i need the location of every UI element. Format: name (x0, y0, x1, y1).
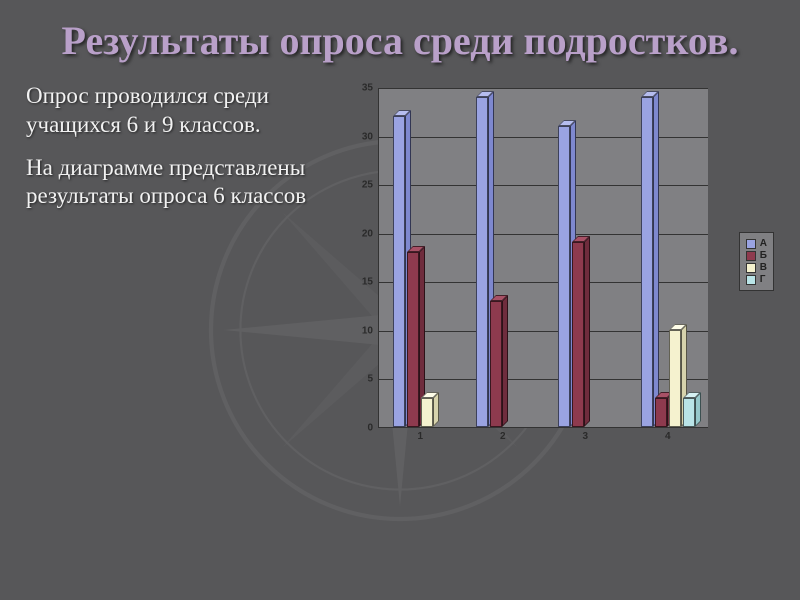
y-tick-label: 35 (362, 83, 379, 94)
legend-label: Б (760, 250, 767, 261)
y-tick-label: 15 (362, 277, 379, 288)
content-row: Опрос проводился среди учащихся 6 и 9 кл… (26, 82, 774, 462)
bar (641, 97, 653, 427)
legend-label: А (760, 238, 767, 249)
paragraph: На диаграмме представлены результаты опр… (26, 154, 336, 212)
bar-group (393, 116, 447, 427)
slide-title: Результаты опроса среди подростков. (26, 18, 774, 64)
legend-item: В (746, 262, 767, 273)
bar (558, 126, 570, 427)
legend-label: В (760, 262, 767, 273)
chart-plot: 051015202530351234 (378, 88, 708, 428)
bar (572, 242, 584, 427)
bar-group (641, 97, 695, 427)
y-tick-label: 20 (362, 228, 379, 239)
y-tick-label: 25 (362, 180, 379, 191)
chart-column: 051015202530351234 АБВГ (344, 82, 774, 462)
y-tick-label: 10 (362, 325, 379, 336)
legend-swatch (746, 251, 756, 261)
legend-swatch (746, 263, 756, 273)
legend-label: Г (760, 274, 766, 285)
grid-line (379, 88, 708, 89)
legend-item: Б (746, 250, 767, 261)
paragraph: Опрос проводился среди учащихся 6 и 9 кл… (26, 82, 336, 140)
bar (683, 398, 695, 427)
bar (655, 398, 667, 427)
x-tick-label: 1 (417, 427, 423, 442)
chart-area: 051015202530351234 АБВГ (344, 82, 774, 462)
bar-group (558, 126, 612, 427)
x-tick-label: 4 (665, 427, 671, 442)
legend-item: Г (746, 274, 767, 285)
legend-swatch (746, 239, 756, 249)
bar (407, 252, 419, 427)
legend-item: А (746, 238, 767, 249)
bar (421, 398, 433, 427)
bar (393, 116, 405, 427)
y-tick-label: 5 (367, 374, 379, 385)
chart-legend: АБВГ (739, 232, 774, 291)
bar-group (476, 97, 530, 427)
x-tick-label: 2 (500, 427, 506, 442)
text-column: Опрос проводился среди учащихся 6 и 9 кл… (26, 82, 336, 462)
y-tick-label: 30 (362, 131, 379, 142)
bar (476, 97, 488, 427)
bar (490, 301, 502, 427)
bar (669, 330, 681, 427)
y-tick-label: 0 (367, 423, 379, 434)
legend-swatch (746, 275, 756, 285)
x-tick-label: 3 (582, 427, 588, 442)
slide: Результаты опроса среди подростков. Опро… (0, 0, 800, 600)
